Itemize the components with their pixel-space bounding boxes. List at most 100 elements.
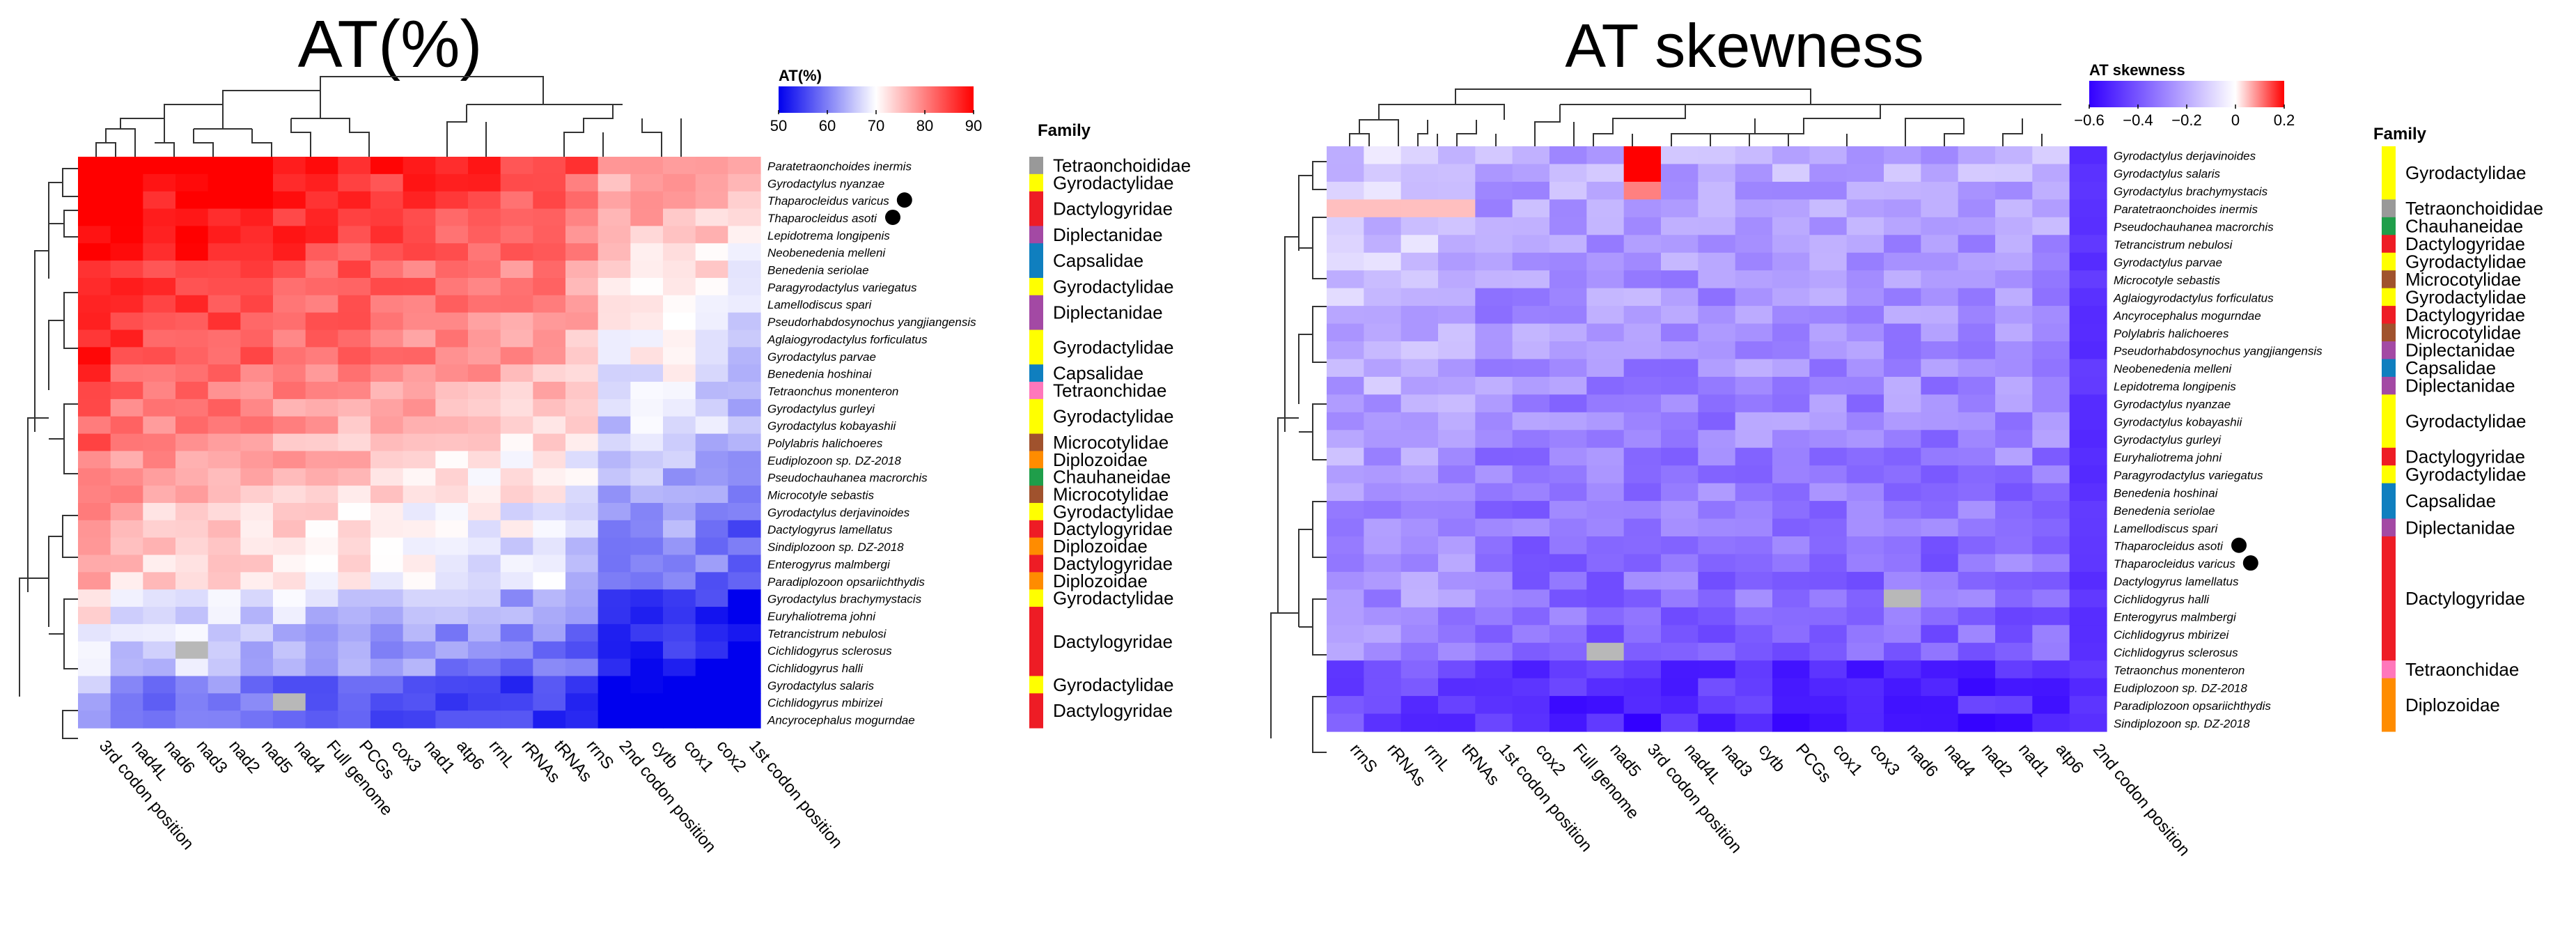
heatmap-cell bbox=[468, 277, 501, 296]
heatmap-cell bbox=[435, 676, 469, 694]
heatmap-cell bbox=[338, 243, 371, 261]
heatmap-cell bbox=[1512, 412, 1550, 431]
heatmap-cell bbox=[1400, 376, 1439, 395]
heatmap-cell bbox=[435, 433, 469, 452]
family-label-diplozoidae: Diplozoidae bbox=[1053, 536, 1148, 557]
heatmap-cell bbox=[1364, 713, 1402, 732]
heatmap-cell bbox=[240, 433, 274, 452]
heatmap-cell bbox=[305, 416, 338, 435]
family-label-gyrodactylidae: Gyrodactylidae bbox=[2405, 251, 2526, 272]
heatmap-cell bbox=[2069, 270, 2107, 289]
heatmap-cell bbox=[1772, 412, 1810, 431]
heatmap-cell bbox=[630, 572, 664, 590]
heatmap-cell bbox=[728, 398, 761, 417]
heatmap-cell bbox=[695, 398, 728, 417]
heatmap-cell bbox=[1549, 341, 1587, 360]
legend-tick-label: 80 bbox=[916, 117, 933, 134]
heatmap-cell bbox=[1772, 554, 1810, 573]
heatmap-cell bbox=[1586, 394, 1625, 413]
heatmap-cell bbox=[435, 451, 469, 469]
heatmap-cell bbox=[1921, 394, 1959, 413]
heatmap-cell bbox=[1921, 625, 1959, 644]
column-label: 1st codon position bbox=[745, 737, 846, 853]
heatmap-cell bbox=[1327, 483, 1364, 502]
heatmap-cell bbox=[1735, 181, 1773, 200]
heatmap-cell bbox=[435, 711, 469, 729]
heatmap-cell bbox=[403, 468, 436, 486]
family-label-dactylogyridae: Dactylogyridae bbox=[1053, 631, 1173, 652]
heatmap-cell bbox=[1995, 430, 2033, 449]
heatmap-cell bbox=[468, 520, 501, 538]
heatmap-cell bbox=[1809, 181, 1848, 200]
heatmap-cell bbox=[1512, 341, 1550, 360]
heatmap-cell bbox=[1698, 376, 1736, 395]
heatmap-cell bbox=[370, 243, 404, 261]
heatmap-cell bbox=[1586, 696, 1625, 715]
heatmap-cell bbox=[403, 347, 436, 365]
heatmap-cell bbox=[1475, 518, 1513, 537]
heatmap-cell bbox=[240, 295, 274, 313]
heatmap-cell bbox=[565, 658, 599, 677]
row-label: Polylabris halichoeres bbox=[767, 437, 883, 450]
heatmap-cell bbox=[1772, 483, 1810, 502]
heatmap-cell bbox=[370, 277, 404, 296]
heatmap-cell bbox=[1400, 536, 1439, 555]
heatmap-cell bbox=[1884, 518, 1921, 537]
heatmap-cell bbox=[1772, 217, 1810, 235]
heatmap-cell bbox=[695, 693, 728, 711]
heatmap-cell bbox=[2032, 323, 2070, 342]
heatmap-cell bbox=[728, 416, 761, 435]
heatmap-cell bbox=[1884, 359, 1921, 378]
heatmap-cell bbox=[1884, 483, 1921, 502]
heatmap-cell bbox=[1327, 270, 1364, 289]
heatmap-cell bbox=[338, 157, 371, 175]
family-label-diplectanidae: Diplectanidae bbox=[1053, 302, 1163, 323]
heatmap-cell bbox=[338, 520, 371, 538]
family-label-tetraonchoididae: Tetraonchoididae bbox=[2405, 198, 2543, 219]
row-label: Cichlidogyrus halli bbox=[767, 662, 864, 675]
heatmap-cell bbox=[435, 398, 469, 417]
heatmap-cell bbox=[2032, 607, 2070, 626]
heatmap-cell bbox=[695, 589, 728, 607]
heatmap-cell bbox=[2032, 483, 2070, 502]
heatmap-cell bbox=[1995, 678, 2033, 697]
heatmap-cell bbox=[1735, 199, 1773, 218]
heatmap-cell bbox=[2069, 217, 2107, 235]
heatmap-cell bbox=[435, 572, 469, 590]
heatmap-cell bbox=[533, 623, 566, 642]
heatmap-cell bbox=[1586, 288, 1625, 307]
heatmap-cell bbox=[1735, 447, 1773, 466]
row-label: Paradiplozoon opsariichthydis bbox=[767, 575, 925, 589]
panel-title-at-skewness: AT skewness bbox=[1565, 11, 1923, 80]
row-label: Cichlidogyrus halli bbox=[2114, 593, 2210, 606]
heatmap-cell bbox=[305, 157, 338, 175]
heatmap-cell bbox=[1400, 270, 1439, 289]
heatmap-cell bbox=[435, 191, 469, 210]
heatmap-cell bbox=[468, 486, 501, 504]
heatmap-cell bbox=[1884, 164, 1921, 183]
row-label: Thaparocleidus asoti bbox=[2114, 540, 2224, 553]
heatmap-cell bbox=[338, 607, 371, 625]
heatmap-cell bbox=[1586, 235, 1625, 254]
heatmap-cell bbox=[1921, 270, 1959, 289]
heatmap-cell bbox=[1772, 536, 1810, 555]
heatmap-cell bbox=[208, 295, 241, 313]
heatmap-cell bbox=[305, 433, 338, 452]
heatmap-cell bbox=[1327, 713, 1364, 732]
heatmap-cell bbox=[630, 607, 664, 625]
heatmap-cell bbox=[403, 382, 436, 400]
heatmap-cell bbox=[143, 676, 176, 694]
heatmap-cell bbox=[273, 555, 306, 573]
heatmap-cell bbox=[240, 191, 274, 210]
family-color-block bbox=[1029, 277, 1043, 296]
heatmap-cell bbox=[533, 226, 566, 244]
heatmap-cell bbox=[1772, 164, 1810, 183]
heatmap-cell bbox=[1438, 642, 1476, 661]
heatmap-cell bbox=[1921, 306, 1959, 325]
heatmap-cell bbox=[2069, 678, 2107, 697]
heatmap-cell bbox=[175, 243, 209, 261]
heatmap-cell bbox=[1438, 164, 1476, 183]
row-label: Gyrodactylus salaris bbox=[767, 679, 875, 692]
heatmap-cell bbox=[1958, 430, 1996, 449]
heatmap-cell bbox=[663, 711, 696, 729]
